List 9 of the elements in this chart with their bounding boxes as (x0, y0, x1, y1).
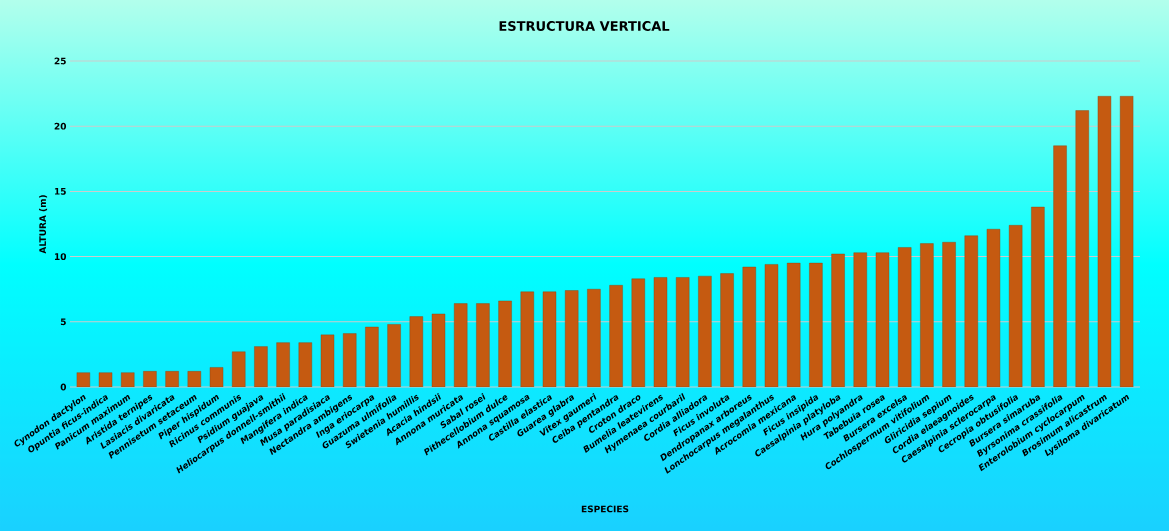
y-tick-label: 15 (54, 188, 66, 195)
chart-title: ESTRUCTURA VERTICAL (499, 21, 670, 31)
y-tick-label: 25 (54, 57, 66, 65)
y-tick-label: 20 (54, 122, 67, 130)
x-axis-title: ESPECIES (581, 505, 629, 513)
y-tick-label: 0 (60, 383, 67, 391)
y-tick-label: 10 (54, 253, 67, 260)
y-axis-title: ALTURA (m) (39, 195, 48, 254)
y-tick-label: 5 (60, 318, 66, 326)
